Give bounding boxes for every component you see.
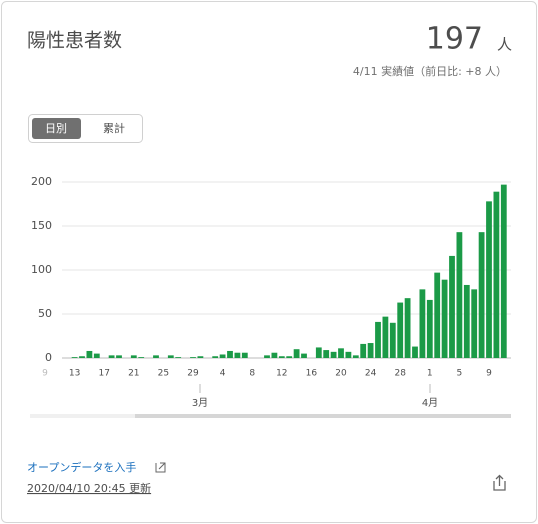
bar: [278, 356, 285, 358]
x-tick-label: 1: [427, 369, 433, 379]
bar: [352, 355, 359, 358]
bar: [478, 232, 485, 358]
bar: [397, 302, 404, 358]
bar: [419, 289, 426, 358]
bar: [500, 184, 507, 358]
x-tick-label: 24: [365, 369, 377, 379]
bar: [71, 357, 78, 358]
bar: [197, 356, 204, 358]
y-tick-label: 150: [31, 219, 52, 232]
tab-label[interactable]: 累計: [103, 121, 125, 135]
headline-value: 197: [426, 22, 483, 57]
x-tick-label: 17: [98, 369, 109, 379]
bar: [108, 355, 115, 358]
x-tick-label: 9: [486, 369, 492, 379]
open-data-link[interactable]: オープンデータを入手: [27, 460, 136, 474]
x-tick-label: 5: [457, 369, 463, 379]
bar: [79, 356, 85, 358]
bar: [360, 343, 367, 358]
bar: [493, 191, 500, 358]
bar: [286, 356, 293, 358]
bar: [227, 350, 233, 358]
y-tick-label: 0: [45, 351, 52, 364]
bar: [382, 316, 389, 358]
x-tick-label: 28: [394, 369, 406, 379]
bar: [389, 322, 396, 358]
bar: [86, 350, 93, 358]
bar: [345, 351, 352, 358]
tab-active[interactable]: [32, 118, 81, 139]
month-label: 4月: [422, 397, 438, 409]
bar: [190, 357, 196, 358]
bar: [175, 357, 182, 358]
x-tick-label: 25: [158, 369, 169, 379]
y-tick-label: 100: [31, 263, 52, 276]
bar: [456, 232, 463, 358]
bar: [471, 289, 478, 358]
x-tick-label: 29: [187, 369, 199, 379]
bar: [234, 352, 241, 358]
x-tick-label: 12: [276, 369, 287, 379]
bar: [434, 272, 441, 358]
share-icon[interactable]: [493, 474, 506, 491]
bar: [463, 284, 470, 358]
headline-unit: 人: [497, 36, 512, 54]
bar: [441, 279, 448, 358]
x-tick-label: 4: [220, 369, 226, 379]
bar: [241, 352, 248, 358]
bar: [426, 299, 433, 358]
bar: [412, 346, 418, 358]
scroll-thumb[interactable]: [135, 414, 511, 418]
bar: [293, 349, 300, 358]
bar: [404, 298, 411, 358]
bar: [315, 347, 322, 358]
bar: [167, 355, 174, 358]
bar: [449, 255, 455, 358]
bar: [93, 353, 100, 358]
x-tick-label: 8: [249, 369, 255, 379]
bar: [264, 355, 270, 358]
y-tick-label: 50: [38, 307, 52, 320]
y-tick-label: 200: [31, 175, 52, 188]
x-tick-label: 21: [128, 369, 139, 379]
card-title: 陽性患者数: [27, 30, 122, 52]
bar: [271, 352, 278, 358]
bar: [330, 351, 337, 358]
bar: [219, 354, 226, 358]
external-icon: [155, 462, 166, 473]
x-tick-label: 20: [335, 369, 347, 379]
bar: [375, 321, 381, 358]
plot: 0 50 100 150 200 9 13 17 21 25 29 4 8 12 16 20 24 28 1 5 9: [31, 175, 511, 379]
headline-note: 4/11 実績値（前日比: +8 人）: [353, 64, 507, 78]
bar: [212, 356, 219, 358]
bar: [138, 357, 145, 358]
tab-label[interactable]: 日別: [45, 122, 67, 135]
updated-date: 2020/04/10 20:45 更新: [27, 481, 151, 495]
month-label: 3月: [192, 397, 208, 409]
bar: [367, 343, 374, 358]
bar: [323, 350, 330, 358]
bar: [130, 355, 137, 358]
bar: [116, 355, 122, 358]
x-tick-label: 9: [42, 369, 48, 379]
x-tick-label: 13: [69, 369, 80, 379]
bar: [486, 201, 492, 358]
bar: [338, 348, 344, 358]
x-tick-label: 16: [306, 369, 318, 379]
bar: [301, 353, 307, 358]
bar: [153, 355, 159, 358]
